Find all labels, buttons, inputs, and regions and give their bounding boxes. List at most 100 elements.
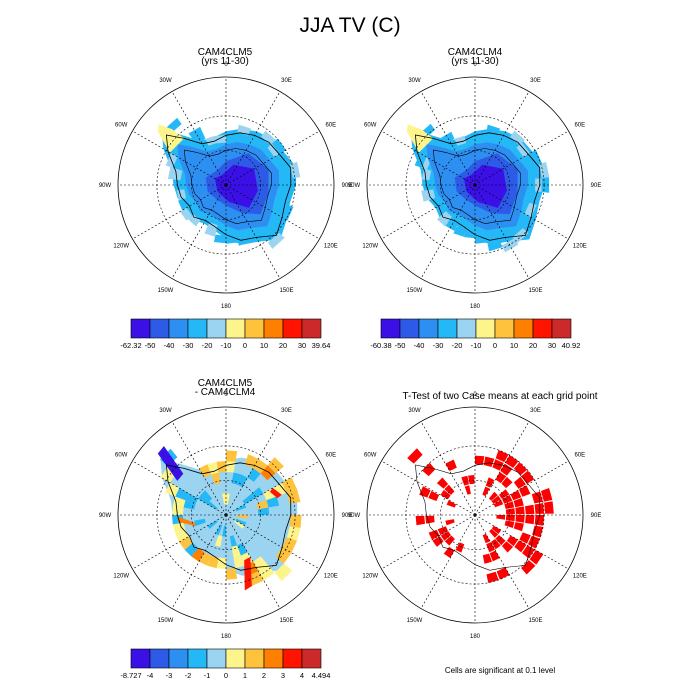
colorbar-1-swatch: [263, 318, 284, 339]
colorbar-2-swatch: [532, 318, 553, 339]
meridian-line: [225, 91, 281, 186]
coastal-cell: [463, 229, 475, 239]
significant-cell: [521, 470, 535, 484]
coastal-cell: [538, 161, 550, 178]
significant-cell: [527, 535, 540, 549]
diff-cell: [207, 461, 219, 475]
lon-label-l120e: 120E: [324, 574, 338, 580]
colorbar-1-swatch: [206, 318, 227, 339]
lon-label-l90w: 90W: [99, 513, 112, 519]
diff-cell: [199, 464, 212, 478]
colorbar-2-tick: -10: [471, 341, 482, 350]
lon-label-l00: 0: [224, 62, 228, 68]
colorbar-1-tick: 39.64: [312, 341, 331, 350]
latitude-circle: [405, 445, 545, 585]
colorbar-3-tick: -3: [166, 671, 173, 680]
lon-label-l180: 180: [221, 634, 232, 640]
colorbar-2-tick: 40.92: [562, 341, 581, 350]
significant-cell: [485, 477, 495, 488]
colorbar-2-swatch: [437, 318, 458, 339]
significant-cell: [505, 508, 515, 515]
colorbar-1-swatch: [282, 318, 303, 339]
lon-label-l30w: 30W: [408, 78, 421, 84]
colorbar-1-tick: -50: [145, 341, 156, 350]
colorbar-2-swatch: [475, 318, 496, 339]
diff-cell: [235, 518, 247, 526]
diff-cell: [274, 563, 293, 582]
diff-cell: [231, 472, 241, 485]
meridian-line: [225, 514, 281, 609]
diff-cell: [266, 496, 280, 508]
diff-cell: [179, 536, 193, 550]
significant-cell: [482, 553, 492, 564]
panel-1-subtitle: (yrs 11-30): [201, 56, 249, 67]
map-border: [366, 76, 584, 294]
colorbar-3-swatch: [149, 648, 170, 669]
lon-label-l90e: 90E: [342, 513, 353, 519]
colorbar-1-tick: 30: [298, 341, 306, 350]
lon-label-l120w: 120W: [113, 574, 129, 580]
peninsula-warm: [157, 124, 185, 153]
diff-cell: [185, 493, 198, 504]
lon-label-l90w: 90W: [348, 513, 361, 519]
lon-label-l30w: 30W: [159, 408, 172, 414]
significant-cell: [504, 520, 515, 528]
significant-cell: [488, 491, 498, 501]
significant-cell: [495, 535, 506, 546]
diff-cell: [207, 520, 218, 529]
lon-label-l150w: 150W: [407, 618, 423, 624]
significant-cell: [415, 515, 425, 526]
lon-label-l150w: 150W: [158, 618, 174, 624]
map-border: [366, 406, 584, 624]
meridian-line: [420, 514, 476, 609]
significant-cell: [513, 462, 528, 476]
lon-label-l90w: 90W: [99, 183, 112, 189]
colorbar-1-tick: -40: [164, 341, 175, 350]
colorbar-3-swatch: [301, 648, 322, 669]
colorbar-1-tick: -30: [183, 341, 194, 350]
diff-streak: [269, 488, 282, 499]
map-panel-3: 0 30E 60E 90E 120E 150E 180 150W 120W 90W 60W 30W: [99, 392, 353, 640]
significant-cell: [515, 506, 525, 515]
colorbar-2-swatch: [380, 318, 401, 339]
colorbar-1-swatch: [225, 318, 246, 339]
significant-cell: [506, 535, 518, 547]
colorbar-2-swatch: [456, 318, 477, 339]
coastal-cell: [487, 240, 503, 252]
colorbar-1-tick: 20: [279, 341, 287, 350]
meridian-line: [474, 421, 530, 516]
diff-cell: [175, 488, 189, 501]
colorbar-2-tick: 0: [493, 341, 497, 350]
coastal-cell: [226, 235, 239, 244]
coastline: [165, 132, 292, 241]
meridian-line: [132, 130, 227, 186]
contour-line: [432, 148, 521, 225]
diff-cell: [257, 507, 270, 515]
significant-cell: [445, 519, 455, 526]
diff-cell: [233, 555, 245, 569]
significant-cell: [445, 459, 457, 471]
colorbar-2-tick: -60.38: [370, 341, 391, 350]
panel-2-subtitle: (yrs 11-30): [451, 56, 499, 67]
significant-cell: [525, 515, 535, 525]
colorbar-2-tick: -30: [433, 341, 444, 350]
diff-cell: [236, 515, 248, 519]
map-border: [117, 406, 335, 624]
coastal-cell: [454, 135, 467, 146]
diff-cell: [214, 535, 223, 547]
lon-label-l150w: 150W: [158, 288, 174, 294]
map-field-3: [157, 446, 302, 591]
diff-cell: [286, 526, 301, 541]
significant-cell: [446, 500, 457, 508]
latitude-circle: [156, 115, 296, 255]
diff-cell: [226, 493, 230, 505]
lon-label-l30e: 30E: [281, 408, 292, 414]
diff-cell: [234, 520, 245, 529]
coastal-cell: [445, 219, 458, 231]
diff-cell: [244, 454, 259, 469]
coastal-cell: [535, 177, 543, 193]
meridian-line: [381, 184, 476, 240]
meridian-line: [225, 184, 320, 240]
lon-label-l90e: 90E: [591, 183, 602, 189]
